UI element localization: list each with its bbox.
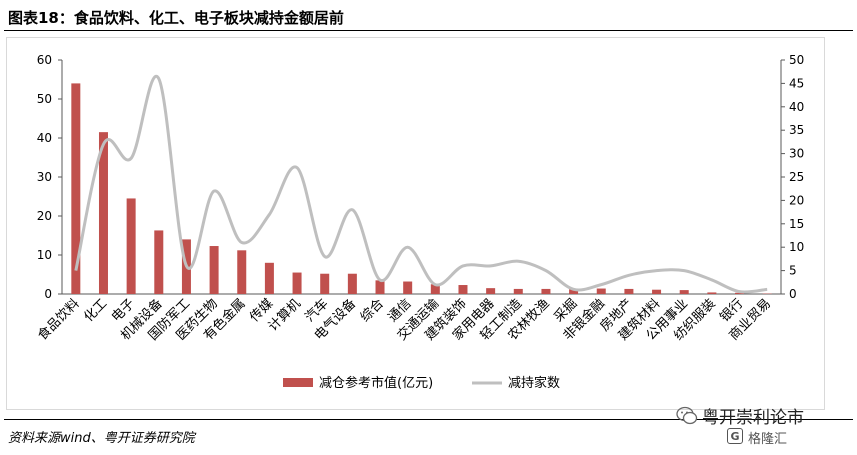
line-path <box>74 74 768 294</box>
bar <box>264 262 274 294</box>
bar <box>320 273 330 294</box>
x-tick-label: 综合 <box>358 296 387 325</box>
legend: 减仓参考市值(亿元) 减持家数 <box>283 375 560 391</box>
bar <box>652 289 662 294</box>
right-tick-label: 20 <box>789 193 804 207</box>
right-axis: 0 5 10 15 20 25 30 35 40 45 50 <box>780 53 804 301</box>
right-tick-label: 40 <box>789 100 804 114</box>
left-tick-label: 0 <box>44 287 52 301</box>
right-tick-label: 25 <box>789 170 804 184</box>
x-tick-label: 计算机 <box>266 296 304 334</box>
bar <box>430 284 440 294</box>
watermark-name: 粤开崇利论市 <box>702 408 804 428</box>
bar <box>71 83 81 295</box>
bar <box>126 198 136 294</box>
bar <box>679 290 689 294</box>
source-note: 资料来源wind、粤开证券研究院 <box>8 431 195 446</box>
right-tick-label: 50 <box>789 53 804 67</box>
left-axis: 0 10 20 30 40 50 60 <box>37 53 781 301</box>
bar <box>403 281 413 294</box>
top-rule <box>4 30 853 31</box>
left-tick-label: 60 <box>37 53 52 67</box>
right-tick-label: 0 <box>789 287 797 301</box>
right-tick-label: 15 <box>789 217 804 231</box>
right-tick-label: 10 <box>789 240 804 254</box>
left-tick-label: 30 <box>37 170 52 184</box>
bar <box>375 280 385 294</box>
bar <box>237 250 247 294</box>
chart-title: 图表18：食品饮料、化工、电子板块减持金额居前 <box>8 9 344 27</box>
right-tick-label: 30 <box>789 147 804 161</box>
left-tick-label: 10 <box>37 248 52 262</box>
bar <box>707 292 717 294</box>
line-series <box>74 74 768 294</box>
bottom-rule <box>4 419 853 420</box>
left-tick-label: 40 <box>37 131 52 145</box>
right-tick-label: 5 <box>789 264 797 278</box>
bar <box>347 273 357 294</box>
chart-frame <box>6 37 825 410</box>
watermark-sub: 格隆汇 <box>748 432 788 447</box>
bar <box>458 285 468 294</box>
bar <box>292 272 302 294</box>
x-tick-label: 食品饮料 <box>35 296 83 344</box>
bar <box>513 288 523 294</box>
left-tick-label: 20 <box>37 209 52 223</box>
legend-bar-swatch <box>283 378 313 387</box>
bar <box>569 289 579 294</box>
wechat-icon <box>676 406 698 425</box>
bar-series <box>71 83 772 295</box>
bar <box>486 288 496 294</box>
gelonghui-logo-icon: G <box>727 428 743 444</box>
right-tick-label: 45 <box>789 76 804 90</box>
bar <box>541 288 551 294</box>
bar <box>98 132 108 294</box>
bar <box>624 288 634 294</box>
x-tick-label: 化工 <box>81 296 110 325</box>
legend-line-label: 减持家数 <box>508 375 560 391</box>
left-tick-label: 50 <box>37 92 52 106</box>
right-tick-label: 35 <box>789 123 804 137</box>
bar <box>596 288 606 294</box>
x-axis-labels: 食品饮料化工电子机械设备国防军工医药生物有色金属传媒计算机汽车电气设备综合通信交… <box>35 296 774 344</box>
bar <box>154 230 164 294</box>
legend-bar-label: 减仓参考市值(亿元) <box>319 375 433 391</box>
bar <box>209 246 219 294</box>
bar <box>735 292 745 294</box>
